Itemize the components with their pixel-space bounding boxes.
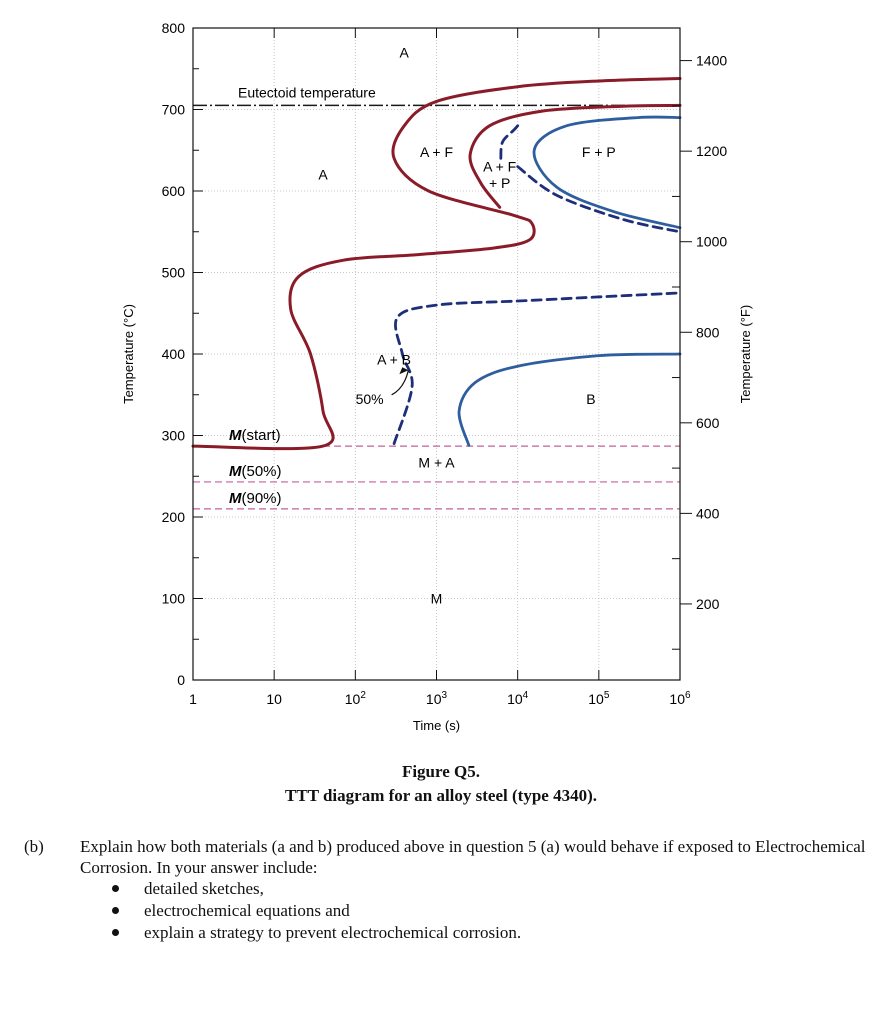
transformation-curve-5 [532,115,682,230]
martensite-label: M(start) [229,427,281,444]
x-axis-label: Time (s) [413,718,460,733]
transformation-curve-2 [468,103,682,209]
bullet-item: detailed sketches, [112,878,521,900]
bullet-text: electrochemical equations and [144,901,350,920]
x-tick-label: 1 [189,691,197,707]
y-right-tick-label: 1200 [696,143,727,159]
y-right-tick-label: 800 [696,324,720,340]
y-axis-left-ticks: 0 100 200 300 400 500 600 700 800 [162,20,203,688]
x-tick-label: 103 [426,690,448,707]
y-tick-label: 300 [162,428,186,444]
x-tick-label: 105 [588,690,610,707]
bullet-dot-icon [112,907,119,914]
bullet-text: explain a strategy to prevent electroche… [144,923,522,942]
figure-subtitle: TTT diagram for an alloy steel (type 434… [285,786,597,805]
eutectoid-label: Eutectoid temperature [238,84,376,100]
eutectoid-line: Eutectoid temperature [193,84,680,107]
bullet-item: electrochemical equations and [112,900,521,922]
y-right-tick-label: 400 [696,505,720,521]
transformation-curve-7 [457,352,682,447]
region-label: A + F [483,159,516,175]
y-tick-label: 700 [162,102,186,118]
y-right-tick-label: 1400 [696,53,727,69]
region-label: M [431,591,443,607]
y-tick-label: 100 [162,591,186,607]
region-label: + P [489,175,510,191]
bullet-dot-icon [112,929,119,936]
transformation-curve-1 [191,77,682,451]
transformation-curves [191,77,682,451]
region-label: A + B [377,352,411,368]
y-right-tick-label: 200 [696,596,720,612]
y-axis-right-ticks: 200 400 600 800 1000 1200 1400 [672,53,727,650]
region-label: A [318,167,328,183]
region-label: M + A [418,454,455,470]
y-tick-label: 800 [162,20,186,36]
martensite-label: M(90%) [229,490,282,507]
region-label: F + P [582,144,616,160]
ttt-diagram-chart: M(start) M(50%) M(90%) Eutectoid temperatu… [121,20,753,733]
martensite-lines: M(start) M(50%) M(90%) [193,427,680,510]
annotation-label: 50% [356,391,384,407]
region-label: A + F [420,144,453,160]
x-tick-label: 102 [345,690,367,707]
x-tick-label: 10 [266,691,282,707]
martensite-label: M(50%) [229,463,282,480]
y-axis-label: Temperature (°C) [121,304,136,404]
bullet-text: detailed sketches, [144,879,264,898]
arrowhead-icon [399,367,409,375]
annotation-arrow [391,370,409,396]
y-right-tick-label: 1000 [696,234,727,250]
region-labels: AAA + FA + F+ PF + PA + BBM + AM [318,44,615,606]
transformation-curve-3 [499,124,520,160]
x-axis-ticks: 1 10 102 103 104 105 106 [189,28,691,707]
y-tick-label: 0 [177,672,185,688]
y-tick-label: 500 [162,265,186,281]
figure-title: Figure Q5. [401,762,481,781]
question-text: Explain how both materials (a and b) pro… [80,837,866,877]
annotations: 50% [356,367,409,407]
chart-grid [193,28,680,680]
transformation-curve-4 [516,165,682,234]
x-tick-label: 104 [507,690,529,707]
bullet-item: explain a strategy to prevent electroche… [112,922,521,944]
x-tick-label: 106 [669,690,691,707]
y-tick-label: 200 [162,509,186,525]
region-label: B [586,391,595,407]
y-tick-label: 400 [162,346,186,362]
y-tick-label: 600 [162,183,186,199]
y-axis-right-label: Temperature (°F) [738,305,753,403]
region-label: A [400,44,410,60]
y-right-tick-label: 600 [696,415,720,431]
question-bullets: detailed sketches, electrochemical equat… [112,878,521,944]
bullet-dot-icon [112,885,119,892]
question-label: (b) [24,837,44,856]
transformation-curve-6 [392,291,682,445]
